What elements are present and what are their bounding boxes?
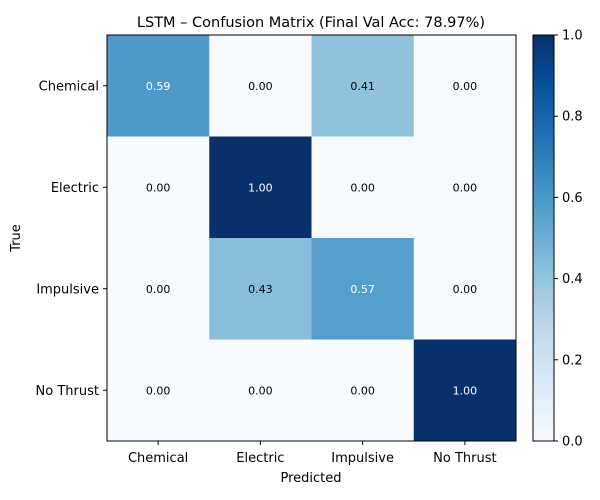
cell-value-label: 1.00 [453,384,478,397]
heatmap-cell [311,339,415,442]
cell-value-label: 1.00 [248,181,273,194]
heatmap-cell [311,136,415,239]
cell-value-label: 0.00 [146,384,171,397]
heatmap-cell [209,238,312,340]
colorbar-tick-label: 0.6 [562,191,583,206]
heatmap-cell [209,35,312,137]
cell-value-label: 0.00 [350,384,375,397]
heatmap-cells: 0.59 0.00 0.41 0.00 0.00 1.00 0.00 0.00 0.00 0.43… [107,35,517,442]
cell-value-label: 0.41 [350,80,375,93]
colorbar-tick-label: 0.4 [562,272,583,287]
heatmap-cell [107,339,210,442]
heatmap-cell [413,35,517,137]
colorbar-tick-label: 1.0 [562,29,583,44]
cell-value-label: 0.00 [146,181,171,194]
y-tick-label: No Thrust [36,384,99,399]
heatmap-cell [107,35,210,137]
chart-title: LSTM – Confusion Matrix (Final Val Acc: … [137,15,485,31]
heatmap-cell [413,238,517,340]
cell-value-label: 0.59 [146,80,171,93]
x-tick-label: No Thrust [433,451,496,466]
y-axis-ticks: Chemical Electric Impulsive No Thrust [36,79,107,399]
x-tick-label: Chemical [128,451,188,466]
x-tick-label: Impulsive [331,451,394,466]
cell-value-label: 0.43 [248,283,273,296]
cell-value-label: 0.57 [350,283,375,296]
cell-value-label: 0.00 [453,80,478,93]
heatmap-cell [107,136,210,239]
heatmap-cell [209,136,312,239]
y-tick-label: Impulsive [36,282,99,297]
cell-value-label: 0.00 [146,283,171,296]
colorbar-gradient [533,35,554,441]
colorbar-tick-label: 0.2 [562,353,583,368]
plot-frame [106,34,517,442]
colorbar-tick-label: 0.8 [562,110,583,125]
colorbar-tick-label: 0.0 [562,435,583,450]
heatmap-cell [413,136,517,239]
cell-value-label: 0.00 [453,283,478,296]
y-tick-label: Electric [51,181,99,196]
heatmap-cell [311,35,415,137]
colorbar-frame [532,34,555,442]
x-tick-label: Electric [236,451,284,466]
cell-value-label: 0.00 [248,384,273,397]
cell-value-label: 0.00 [248,80,273,93]
x-axis-label: Predicted [280,471,341,486]
heatmap-cell [209,339,312,442]
heatmap-cell [311,238,415,340]
x-axis-ticks: Chemical Electric Impulsive No Thrust [128,441,497,466]
y-axis-label: True [9,224,24,253]
heatmap-cell [107,238,210,340]
cell-value-label: 0.00 [350,181,375,194]
y-tick-label: Chemical [39,79,99,94]
colorbar: 0.0 0.2 0.4 0.6 0.8 1.0 [532,29,583,450]
cell-value-label: 0.00 [453,181,478,194]
heatmap-cell [413,339,517,442]
